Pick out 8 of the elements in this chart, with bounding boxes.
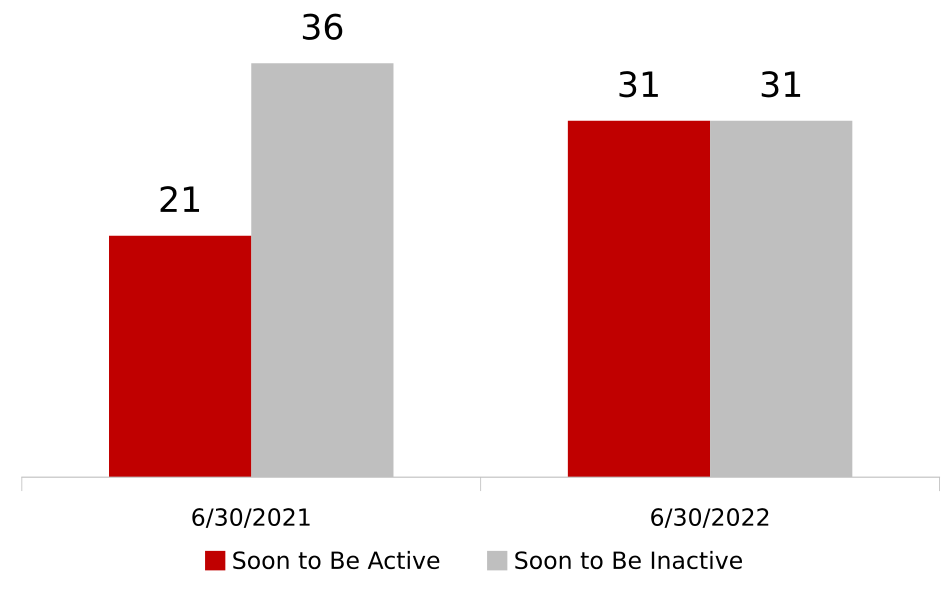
x-tick-label: 6/30/2021	[192, 508, 310, 528]
legend-label: Soon to Be Active	[233, 550, 440, 570]
data-label: 31	[762, 71, 800, 98]
data-label: 21	[160, 186, 200, 212]
data-label: 36	[302, 14, 342, 40]
legend-label: Soon to Be Inactive	[515, 550, 742, 570]
data-label: 31	[620, 71, 658, 98]
x-tick-label: 6/30/2022	[651, 508, 768, 528]
